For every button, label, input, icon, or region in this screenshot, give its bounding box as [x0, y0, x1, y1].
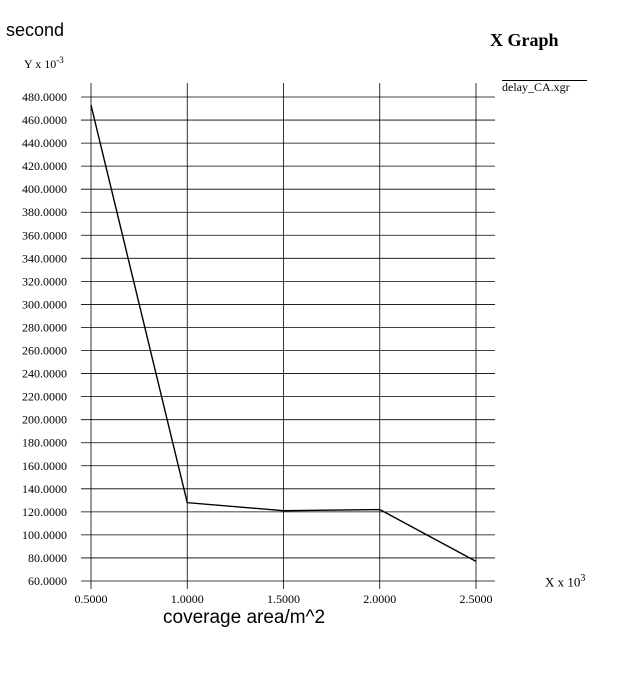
y-tick-label: 100.0000 [22, 528, 67, 542]
y-tick-label: 420.0000 [22, 159, 67, 173]
y-tick-label: 260.0000 [22, 344, 67, 358]
x-axis-title: coverage area/m^2 [163, 607, 326, 628]
y-tick-label: 380.0000 [22, 205, 67, 219]
x-tick-label: 2.5000 [460, 592, 493, 606]
y-tick-label: 320.0000 [22, 274, 67, 288]
y-tick-label: 480.0000 [22, 90, 67, 104]
y-tick-label: 220.0000 [22, 390, 67, 404]
y-tick-label: 300.0000 [22, 297, 67, 311]
y-tick-label: 280.0000 [22, 320, 67, 334]
y-tick-label: 360.0000 [22, 228, 67, 242]
x-tick-label: 1.5000 [267, 592, 300, 606]
y-tick-label: 60.0000 [28, 574, 67, 588]
y-scale-base: Y x 10 [24, 57, 57, 71]
x-tick-label: 2.0000 [363, 592, 396, 606]
y-tick-label: 460.0000 [22, 113, 67, 127]
y-scale-exponent: -3 [56, 55, 64, 65]
y-tick-label: 200.0000 [22, 413, 67, 427]
y-tick-label: 240.0000 [22, 367, 67, 381]
x-tick-label: 1.0000 [171, 592, 204, 606]
y-tick-label: 340.0000 [22, 251, 67, 265]
y-axis-scale-label: Y x 10-3 [24, 55, 64, 72]
y-tick-label: 180.0000 [22, 436, 67, 450]
x-tick-label: 0.5000 [75, 592, 108, 606]
x-scale-base: X x 10 [545, 574, 581, 590]
y-axis-title: second [6, 20, 65, 40]
y-tick-label: 120.0000 [22, 505, 67, 519]
y-tick-label: 140.0000 [22, 482, 67, 496]
graph-title: X Graph [490, 30, 559, 50]
legend-swatch-line [502, 80, 587, 81]
y-tick-label: 400.0000 [22, 182, 67, 196]
x-scale-exponent: 3 [580, 573, 586, 584]
y-tick-label: 160.0000 [22, 459, 67, 473]
y-tick-label: 440.0000 [22, 136, 67, 150]
x-axis-scale-label: X x 103 [545, 573, 585, 590]
y-tick-label: 80.0000 [28, 551, 67, 565]
legend-entry: delay_CA.xgr [502, 80, 570, 94]
